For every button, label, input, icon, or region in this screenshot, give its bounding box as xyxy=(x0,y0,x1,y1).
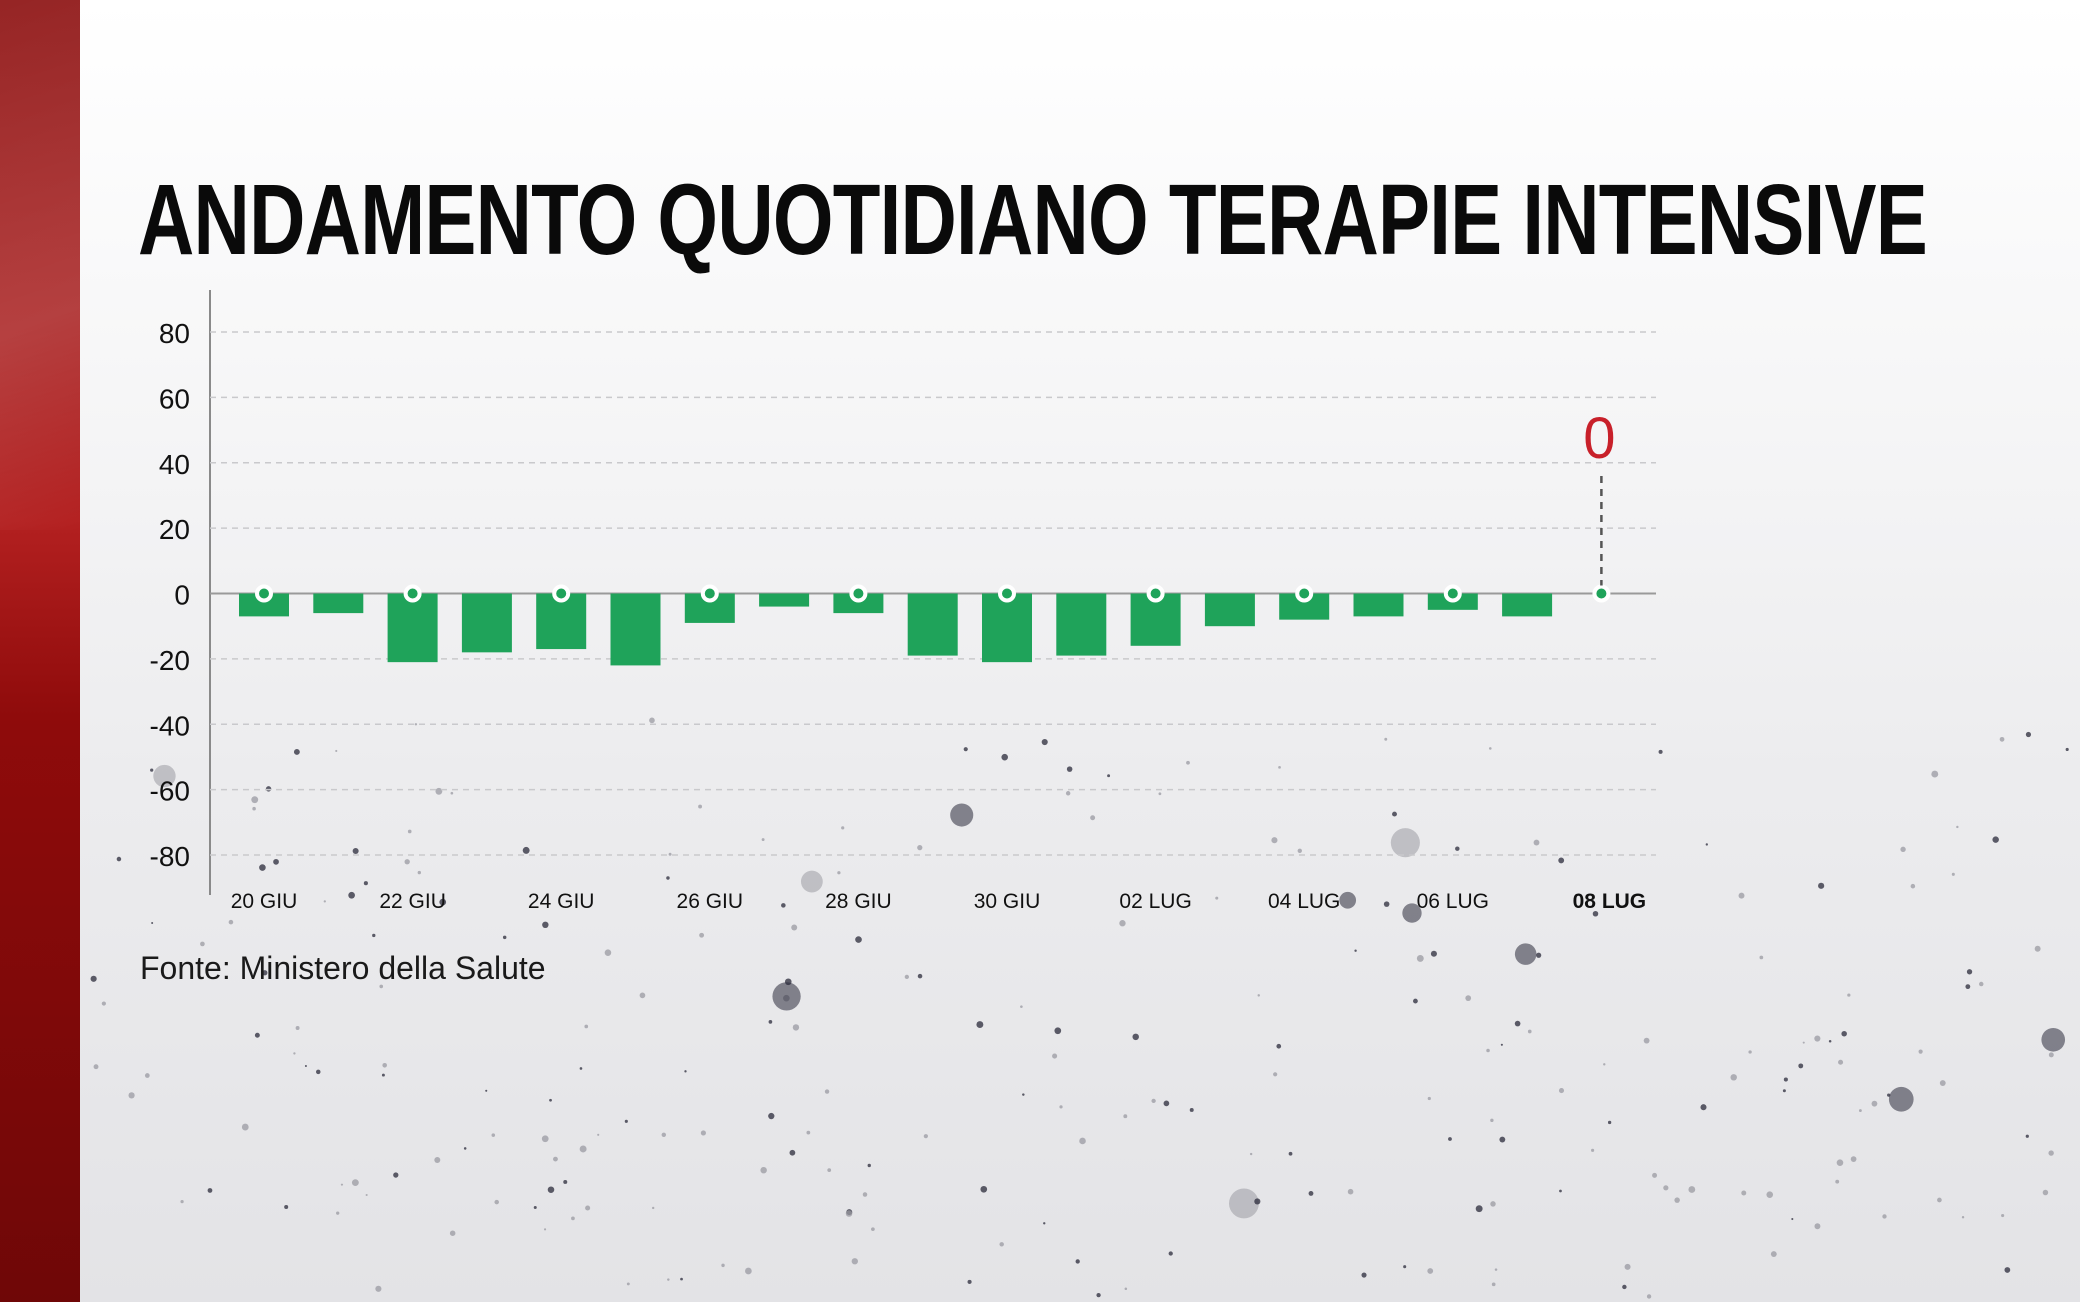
y-tick-label: -80 xyxy=(150,841,190,872)
data-point-marker xyxy=(1295,584,1314,603)
data-point-marker xyxy=(849,584,868,603)
data-point-marker xyxy=(255,584,273,603)
data-point-marker xyxy=(700,584,719,603)
bar xyxy=(461,593,512,653)
data-point-marker xyxy=(998,584,1016,603)
x-tick-label: 06 LUG xyxy=(1417,890,1489,913)
y-tick-label: 60 xyxy=(159,383,190,414)
bar xyxy=(313,593,364,614)
bar xyxy=(833,593,884,614)
data-point-marker xyxy=(1443,584,1462,603)
y-tick-label: -60 xyxy=(150,776,190,807)
x-tick-label: 26 GIU xyxy=(677,890,744,913)
bar xyxy=(1502,593,1553,617)
y-tick-label: 40 xyxy=(159,449,190,480)
highlight-value-label: 0 xyxy=(1583,406,1615,471)
bar xyxy=(1056,593,1107,656)
bar xyxy=(239,593,289,617)
data-point-marker xyxy=(1592,584,1611,603)
y-tick-label: 80 xyxy=(159,318,190,349)
y-tick-label: -40 xyxy=(150,710,190,741)
bar xyxy=(610,593,661,666)
x-tick-label: 08 LUG xyxy=(1573,890,1647,913)
y-tick-label: -20 xyxy=(150,645,190,676)
bar xyxy=(982,593,1032,663)
chart-title: ANDAMENTO QUOTIDIANO TERAPIE INTENSIVE xyxy=(138,164,1928,276)
y-tick-label: 0 xyxy=(174,580,190,611)
x-tick-label: 30 GIU xyxy=(974,890,1041,913)
data-point-marker xyxy=(403,584,422,603)
bar xyxy=(387,593,438,663)
bar xyxy=(759,593,810,607)
data-point-marker xyxy=(1146,584,1165,603)
red-side-bar xyxy=(0,0,80,1302)
x-tick-label: 22 GIU xyxy=(379,890,446,913)
data-point-marker xyxy=(552,584,571,603)
x-tick-label: 02 LUG xyxy=(1119,890,1191,913)
x-tick-label: 20 GIU xyxy=(231,890,298,913)
bar xyxy=(536,593,587,650)
bar xyxy=(1204,593,1255,627)
x-tick-label: 24 GIU xyxy=(528,890,595,913)
bar xyxy=(1353,593,1404,617)
bar xyxy=(907,593,958,656)
x-tick-label: 04 LUG xyxy=(1268,890,1340,913)
x-tick-label: 28 GIU xyxy=(825,890,892,913)
source-note: Fonte: Ministero della Salute xyxy=(140,950,546,986)
y-tick-label: 20 xyxy=(159,514,190,545)
